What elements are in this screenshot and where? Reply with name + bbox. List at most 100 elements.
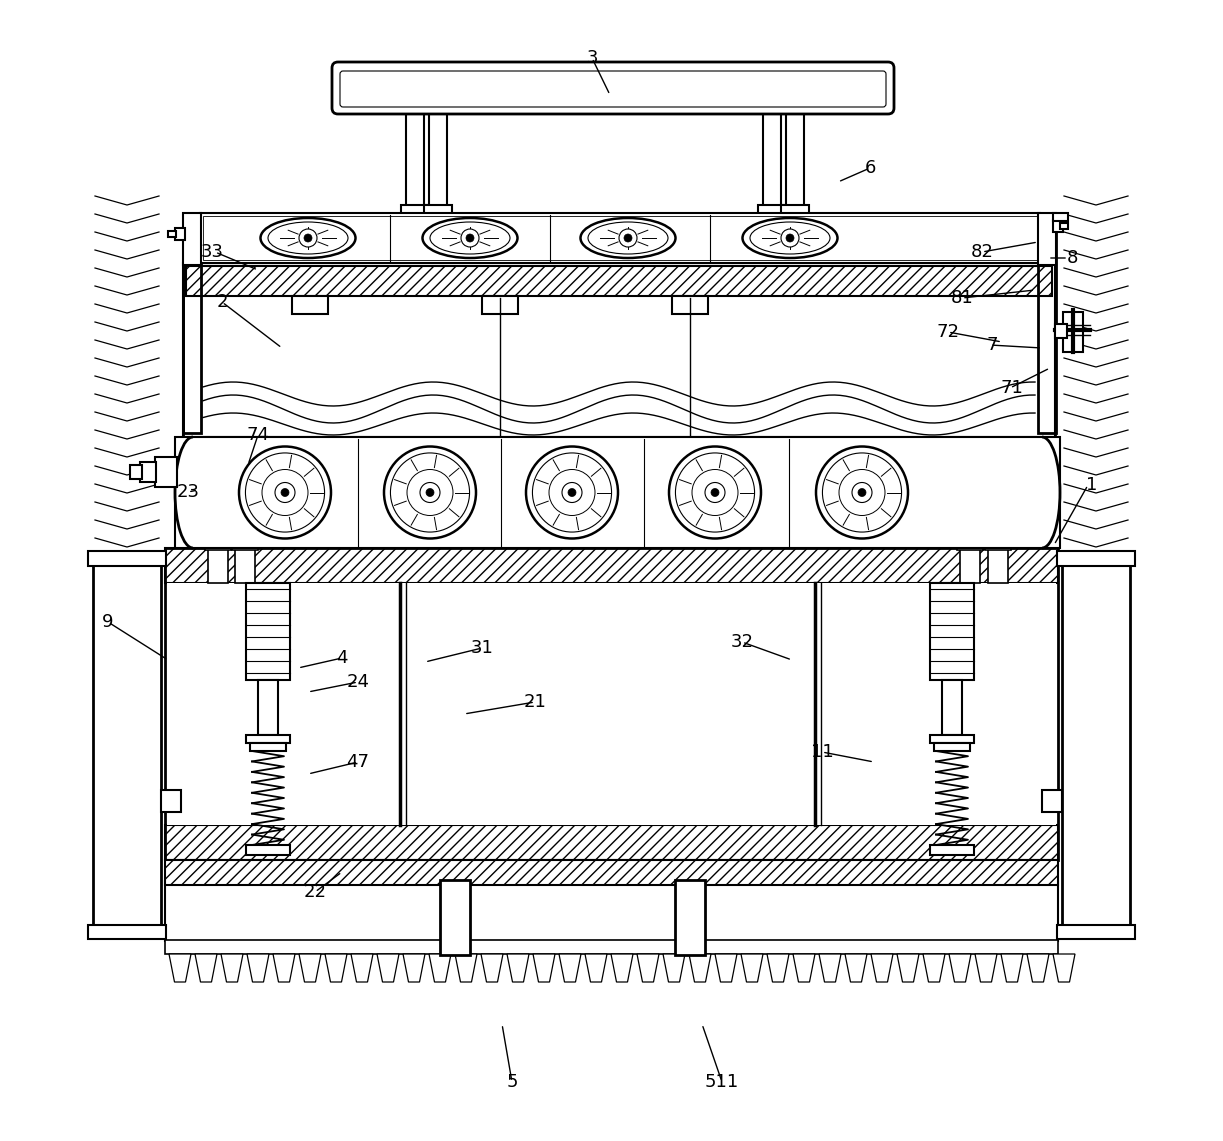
Polygon shape [949,954,971,982]
Bar [165,548,1058,860]
Bar [93,565,161,925]
Circle shape [786,234,794,242]
Text: 6: 6 [865,159,876,177]
Bar [161,790,181,812]
Polygon shape [689,954,711,982]
Bar [88,551,166,566]
Bar [786,108,804,208]
Polygon shape [637,954,659,982]
Bar [88,925,166,939]
Text: 9: 9 [103,613,114,631]
Bar [929,735,974,743]
Bar [929,845,974,855]
Text: 1: 1 [1086,476,1098,494]
Polygon shape [298,954,320,982]
Bar [482,296,519,314]
Bar [165,881,1058,941]
Bar [1042,790,1062,812]
Polygon shape [455,954,477,982]
Circle shape [526,446,618,539]
Text: 81: 81 [950,289,974,307]
Circle shape [419,483,440,502]
Text: 21: 21 [523,693,547,711]
Circle shape [281,488,289,496]
Bar [1057,551,1135,566]
Circle shape [461,229,479,246]
Bar [292,296,328,314]
Circle shape [669,446,761,539]
Bar [942,680,963,735]
Polygon shape [845,954,867,982]
Text: 47: 47 [346,753,369,771]
Bar [429,108,446,208]
Polygon shape [221,954,243,982]
Polygon shape [1000,954,1022,982]
Bar [208,548,227,583]
Bar [1053,220,1063,232]
Bar [183,213,201,432]
Bar [165,548,1058,583]
Text: 82: 82 [971,243,993,261]
Ellipse shape [422,218,517,258]
Text: 4: 4 [336,649,347,667]
Circle shape [711,488,719,496]
Bar [759,100,784,110]
Circle shape [275,483,295,502]
Bar [1057,925,1135,939]
Circle shape [298,229,317,246]
Polygon shape [975,954,997,982]
Polygon shape [793,954,815,982]
Text: 5: 5 [506,1073,517,1091]
Polygon shape [429,954,451,982]
Circle shape [704,483,725,502]
Text: 511: 511 [704,1073,739,1091]
Polygon shape [273,954,295,982]
Circle shape [624,234,632,242]
Bar [675,880,704,955]
Bar [183,213,201,265]
Polygon shape [508,954,530,982]
Bar [758,205,786,215]
Polygon shape [404,954,426,982]
Circle shape [859,488,866,496]
Polygon shape [559,954,581,982]
Bar [404,100,427,110]
Bar [426,100,450,110]
Bar [232,540,258,550]
Bar [203,216,1037,260]
Bar [205,540,231,550]
Circle shape [426,488,434,496]
Circle shape [563,483,582,502]
Text: 33: 33 [201,243,224,261]
Polygon shape [325,954,347,982]
Polygon shape [247,954,269,982]
Circle shape [305,234,312,242]
Polygon shape [663,954,685,982]
Bar [671,296,708,314]
Bar [1062,565,1130,925]
Text: 23: 23 [176,483,199,501]
Text: 71: 71 [1000,379,1024,397]
Bar [246,845,290,855]
Bar [168,583,1055,825]
Polygon shape [896,954,918,982]
Bar [246,735,290,743]
Bar [201,213,1040,262]
Bar [165,940,1058,954]
Bar [1063,311,1084,353]
Circle shape [619,229,637,246]
Polygon shape [819,954,841,982]
Bar [258,680,278,735]
Circle shape [238,446,331,539]
Text: 72: 72 [937,323,960,341]
Bar [1038,213,1055,432]
Text: 22: 22 [303,883,327,901]
FancyBboxPatch shape [331,62,894,114]
Circle shape [466,234,475,242]
Bar [440,880,470,955]
Polygon shape [767,954,789,982]
Bar [781,205,808,215]
Bar [929,583,974,680]
Polygon shape [351,954,373,982]
Text: 7: 7 [986,335,998,354]
